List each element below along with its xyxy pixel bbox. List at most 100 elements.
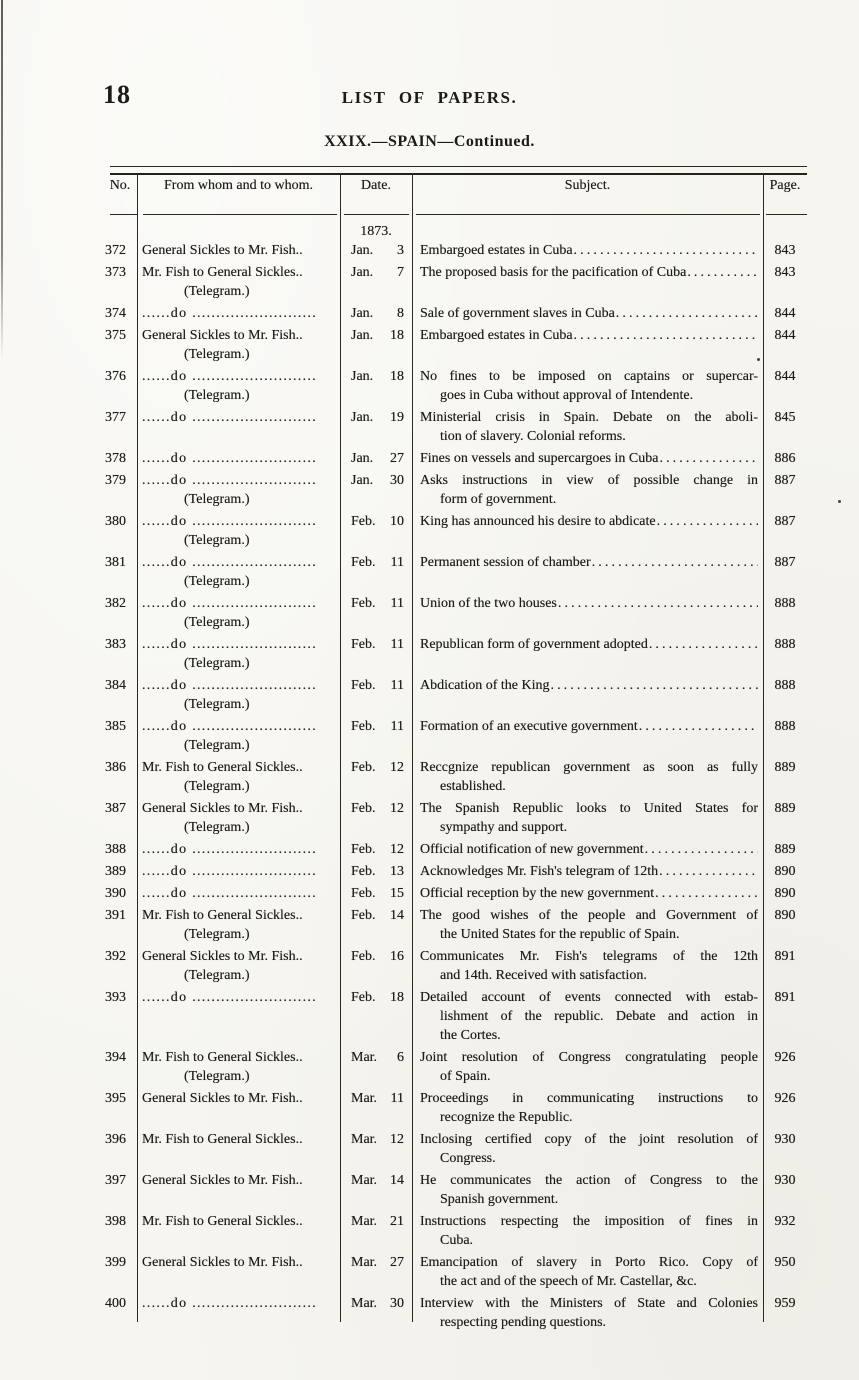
telegram-note: (Telegram.)	[184, 656, 250, 671]
table-row: 384 ......do .......................... (T…	[103, 676, 807, 714]
table-row: 400 ......do .......................... Ma…	[103, 1294, 807, 1332]
cell-date: Mar. 30	[340, 1294, 412, 1313]
cell-entry-number: 380	[105, 514, 126, 529]
from-whom-text: Mr. Fish to General Sickles..	[142, 265, 303, 280]
subject-line: Cuba.	[440, 1233, 474, 1248]
date-month: Jan.	[351, 265, 374, 280]
from-whom-text: ......do ..........................	[142, 678, 317, 693]
table-row: 391 Mr. Fish to General Sickles.. (Telegra…	[103, 906, 807, 944]
cell-date: Mar. 6	[340, 1048, 412, 1067]
dot-leader: ........................................…	[573, 243, 758, 258]
date-month: Feb.	[351, 801, 376, 816]
table-row: 396 Mr. Fish to General Sickles.. Mar. 12 In…	[103, 1130, 807, 1168]
date-month: Feb.	[351, 514, 376, 529]
cell-subject: Ministerial crisis in Spain. Debate on t…	[412, 408, 763, 446]
dot-leader: ........................................…	[687, 265, 758, 280]
date-day: 12	[390, 801, 404, 816]
cell-subject: Fines on vessels and supercargoes in Cub…	[412, 449, 763, 468]
date-day: 19	[390, 410, 404, 425]
telegram-note: (Telegram.)	[184, 927, 250, 942]
telegram-note: (Telegram.)	[184, 779, 250, 794]
telegram-note: (Telegram.)	[184, 615, 250, 630]
cell-page-number: 891	[774, 949, 796, 964]
subject-line: of Spain.	[440, 1069, 491, 1084]
subject-line: sympathy and support.	[440, 820, 568, 835]
cell-entry-number: 374	[105, 306, 126, 321]
ink-speck	[838, 500, 841, 503]
cell-page-number: 845	[774, 410, 796, 425]
from-whom-text: ......do ..........................	[142, 719, 317, 734]
date-month: Mar.	[351, 1091, 378, 1106]
date-month: Jan.	[351, 243, 374, 258]
cell-page-number: 889	[774, 842, 796, 857]
cell-date: Mar. 12	[340, 1130, 412, 1149]
dot-leader: ........................................…	[550, 678, 758, 693]
cell-page-number: 844	[774, 328, 796, 343]
cell-page-number: 888	[774, 637, 796, 652]
dot-leader: ........................................…	[659, 451, 758, 466]
cell-subject: The good wishes of the people and Govern…	[412, 906, 763, 944]
date-day: 11	[390, 637, 404, 652]
cell-page-number: 886	[774, 451, 796, 466]
date-day: 6	[397, 1050, 404, 1065]
cell-page-number: 843	[774, 265, 796, 280]
cell-page-number: 932	[774, 1214, 796, 1229]
cell-from-whom: Mr. Fish to General Sickles..	[137, 1212, 340, 1231]
cell-date: Feb. 11	[340, 635, 412, 654]
table-row: 378 ......do .......................... Ja…	[103, 449, 807, 468]
scan-edge-artifact	[1, 0, 3, 360]
subject-line: Emancipation of slavery in Porto Rico. C…	[420, 1255, 758, 1270]
date-month: Feb.	[351, 886, 376, 901]
cell-page-number: 926	[774, 1091, 796, 1106]
table-row: 379 ......do .......................... (T…	[103, 471, 807, 509]
table-row: 380 ......do .......................... (T…	[103, 512, 807, 550]
subject-line: Permanent session of chamber............…	[420, 553, 758, 572]
header-underline	[110, 214, 137, 215]
column-header-subject: Subject.	[564, 178, 611, 193]
subject-line: Union of the two houses ................…	[420, 594, 758, 613]
date-day: 8	[397, 306, 404, 321]
cell-from-whom: ......do .......................... (Tele…	[137, 594, 340, 632]
cell-subject: Republican form of government adopted ..…	[412, 635, 763, 654]
telegram-note: (Telegram.)	[184, 697, 250, 712]
telegram-note: (Telegram.)	[184, 533, 250, 548]
subject-line: Proceedings in communicating instruction…	[420, 1091, 758, 1106]
subject-text: Acknowledges Mr. Fish's telegram of 12th	[420, 864, 659, 879]
from-whom-text: General Sickles to Mr. Fish..	[142, 949, 303, 964]
subject-line: Republican form of government adopted ..…	[420, 635, 758, 654]
subject-line: Congress.	[440, 1151, 496, 1166]
table-row: 388 ......do .......................... Fe…	[103, 840, 807, 859]
cell-date: Feb. 11	[340, 594, 412, 613]
cell-date: Mar. 11	[340, 1089, 412, 1108]
dot-leader: ........................................…	[615, 306, 758, 321]
cell-from-whom: General Sickles to Mr. Fish.. (Telegram.)	[137, 947, 340, 985]
subject-line: lishment of the republic. Debate and act…	[440, 1009, 758, 1024]
date-month: Mar.	[351, 1173, 378, 1188]
cell-entry-number: 375	[105, 328, 126, 343]
cell-page-number: 844	[774, 306, 796, 321]
date-day: 30	[390, 1296, 404, 1311]
subject-line: King has announced his desire to abdicat…	[420, 512, 758, 531]
cell-page-number: 930	[774, 1132, 796, 1147]
cell-subject: Inclosing certified copy of the joint re…	[412, 1130, 763, 1168]
cell-date: Feb. 12	[340, 840, 412, 859]
cell-entry-number: 386	[105, 760, 126, 775]
dot-leader: ........................................…	[648, 637, 758, 652]
cell-from-whom: Mr. Fish to General Sickles.. (Telegram.)	[137, 1048, 340, 1086]
cell-from-whom: Mr. Fish to General Sickles..	[137, 1130, 340, 1149]
header-underline	[344, 214, 409, 215]
table-row: 390 ......do .......................... Fe…	[103, 884, 807, 903]
subject-line: form of government.	[440, 492, 557, 507]
cell-date: Feb. 11	[340, 553, 412, 572]
cell-entry-number: 378	[105, 451, 126, 466]
dot-leader: ........................................…	[659, 864, 758, 879]
cell-date: Jan. 18	[340, 326, 412, 345]
document-title: LIST OF PAPERS.	[341, 88, 518, 107]
table-row: 373 Mr. Fish to General Sickles.. (Telegra…	[103, 263, 807, 301]
cell-subject: He communicates the action of Congress t…	[412, 1171, 763, 1209]
cell-subject: Reccgnize republican government as soon …	[412, 758, 763, 796]
date-month: Jan.	[351, 410, 374, 425]
column-header-from: From whom and to whom.	[164, 178, 313, 193]
table-top-rule-thin	[110, 166, 807, 167]
cell-page-number: 889	[774, 760, 796, 775]
